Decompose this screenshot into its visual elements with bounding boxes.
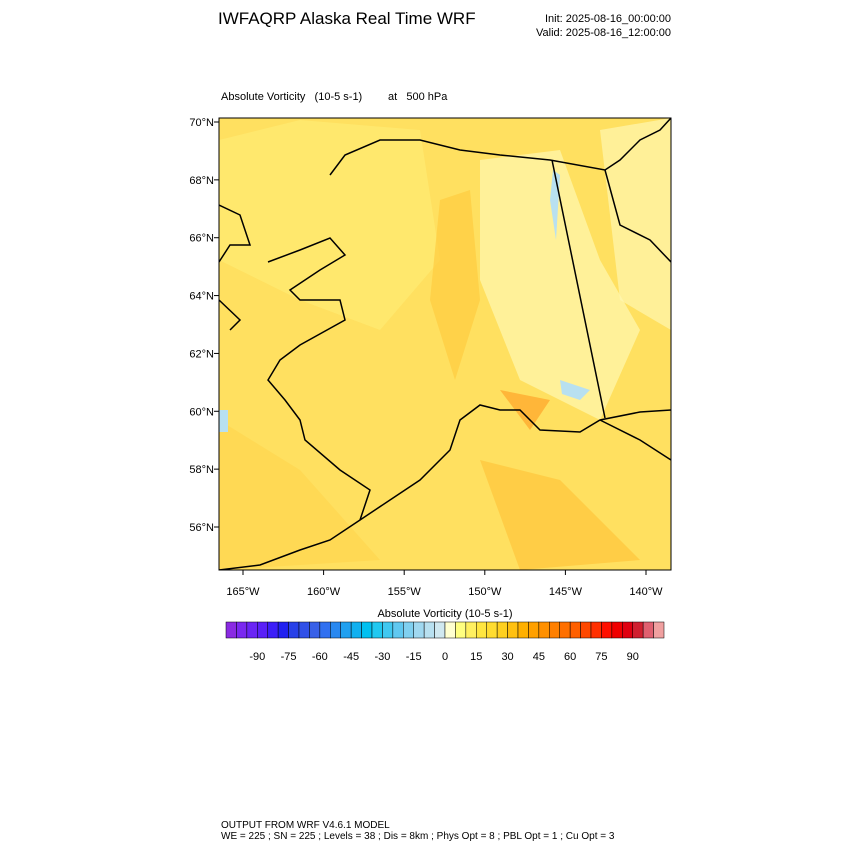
colorbar-box: [413, 621, 425, 639]
colorbar-label: -75: [281, 651, 297, 663]
colorbar-label: 45: [533, 651, 545, 663]
colorbar-box: [496, 621, 508, 639]
colorbar-box: [309, 621, 321, 639]
lat-label: 68°N: [189, 175, 214, 187]
lat-label: 58°N: [189, 464, 214, 476]
colorbar-box: [225, 621, 237, 639]
lat-label: 62°N: [189, 348, 214, 360]
colorbar-box: [392, 621, 404, 639]
lon-label: 150°W: [468, 586, 502, 598]
colorbar-box: [569, 621, 581, 639]
colorbar-title: Absolute Vorticity (10-5 s-1): [377, 608, 512, 620]
footer-line: WE = 225 ; SN = 225 ; Levels = 38 ; Dis …: [221, 831, 615, 842]
lat-label: 70°N: [189, 117, 214, 129]
colorbar-label: 90: [627, 651, 639, 663]
colorbar-box: [465, 621, 477, 639]
colorbar-box: [476, 621, 487, 639]
map: [218, 117, 672, 571]
colorbar-box: [434, 621, 446, 639]
colorbar-box: [559, 621, 571, 639]
colorbar-box: [277, 621, 289, 639]
colorbar-label: -15: [406, 651, 422, 663]
colorbar-box: [611, 621, 623, 639]
colorbar-label: 15: [470, 651, 482, 663]
colorbar-box: [319, 621, 331, 639]
colorbar-box: [444, 621, 456, 639]
valid-time: Valid: 2025-08-16_12:00:00: [536, 27, 671, 39]
colorbar-label: 0: [442, 651, 448, 663]
lon-label: 165°W: [226, 586, 260, 598]
lon-label: 155°W: [388, 586, 422, 598]
lon-label: 160°W: [307, 586, 341, 598]
colorbar-box: [361, 621, 373, 639]
colorbar-box: [246, 621, 258, 639]
colorbar-box: [350, 621, 362, 639]
level-label: at 500 hPa: [388, 91, 448, 103]
colorbar-label: 75: [595, 651, 607, 663]
colorbar-label: -30: [374, 651, 390, 663]
colorbar-box: [455, 621, 467, 639]
colorbar-box: [298, 621, 310, 639]
colorbar-box: [403, 621, 414, 639]
title: IWFAQRP Alaska Real Time WRF: [218, 9, 476, 28]
colorbar-box: [288, 621, 300, 639]
lon-label: 140°W: [629, 586, 663, 598]
lat-label: 66°N: [189, 233, 214, 245]
colorbar-box: [580, 621, 592, 639]
colorbar-label: 30: [501, 651, 513, 663]
colorbar-box: [528, 621, 540, 639]
colorbar-box: [590, 621, 602, 639]
colorbar-box: [538, 621, 550, 639]
colorbar-box: [257, 621, 268, 639]
colorbar-box: [549, 621, 560, 639]
lat-label: 60°N: [189, 406, 214, 418]
colorbar-box: [632, 621, 644, 639]
lat-label: 64°N: [189, 291, 214, 303]
colorbar-box: [371, 621, 383, 639]
lat-label: 56°N: [189, 522, 214, 534]
colorbar-label: -90: [249, 651, 265, 663]
colorbar-box: [642, 621, 654, 639]
init-time: Init: 2025-08-16_00:00:00: [545, 13, 671, 25]
footer-line: OUTPUT FROM WRF V4.6.1 MODEL: [221, 820, 390, 831]
colorbar-box: [423, 621, 435, 639]
colorbar-box: [486, 621, 498, 639]
colorbar-box: [653, 621, 665, 639]
field-label: Absolute Vorticity (10-5 s-1): [221, 91, 362, 103]
colorbar-box: [236, 621, 248, 639]
lon-label: 145°W: [549, 586, 583, 598]
colorbar-box: [330, 621, 341, 639]
colorbar-label: 60: [564, 651, 576, 663]
colorbar-label: -60: [312, 651, 328, 663]
colorbar-box: [507, 621, 519, 639]
colorbar-box: [517, 621, 529, 639]
colorbar-label: -45: [343, 651, 359, 663]
colorbar-box: [340, 621, 352, 639]
colorbar-box: [622, 621, 633, 639]
colorbar-box: [601, 621, 613, 639]
colorbar-box: [267, 621, 279, 639]
colorbar-box: [382, 621, 394, 639]
